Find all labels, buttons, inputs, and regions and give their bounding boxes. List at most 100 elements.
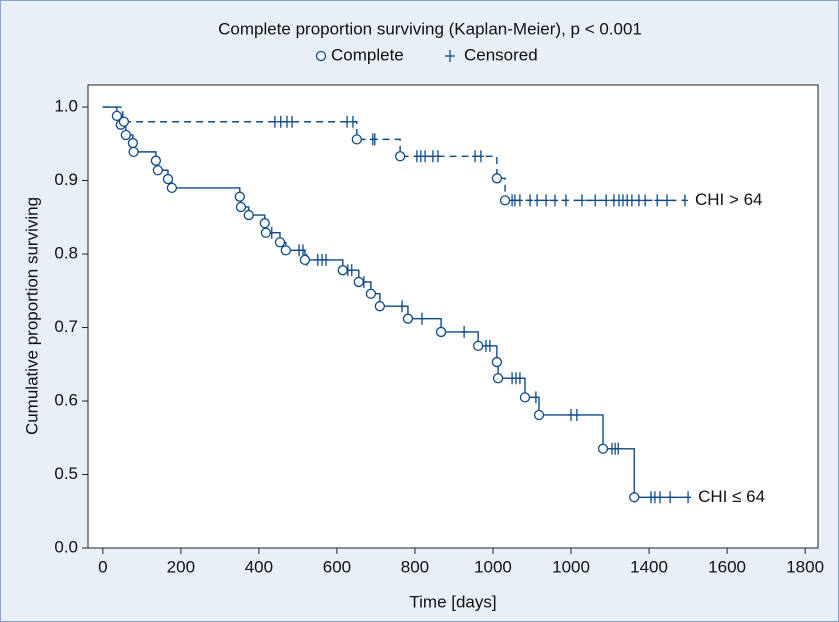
- censored-mark: [349, 115, 356, 128]
- censored-mark: [277, 115, 284, 128]
- censored-mark: [399, 300, 406, 313]
- censored-mark: [344, 115, 351, 128]
- complete-mark: [127, 137, 139, 149]
- complete-mark: [128, 146, 139, 158]
- y-axis-label: Cumulative proportion surviving: [22, 197, 41, 435]
- complete-mark: [259, 218, 270, 229]
- complete-mark: [280, 245, 291, 256]
- complete-mark: [394, 151, 406, 162]
- x-tick-label: 1000: [474, 557, 512, 576]
- complete-mark: [492, 373, 504, 384]
- complete-mark: [402, 313, 414, 324]
- complete-mark: [152, 165, 163, 176]
- censored-mark: [656, 491, 663, 504]
- censored-mark: [667, 491, 674, 504]
- y-tick-label: 0.5: [54, 464, 78, 483]
- censored-mark: [642, 194, 649, 207]
- plot-area: [87, 84, 819, 549]
- complete-mark: [374, 301, 385, 312]
- legend-symbol: [445, 50, 455, 62]
- complete-mark: [260, 227, 272, 238]
- censored-mark: [532, 391, 539, 404]
- x-tick-label: 800: [401, 557, 429, 576]
- censored-mark: [664, 194, 671, 207]
- complete-mark: [299, 254, 311, 266]
- complete-mark: [162, 173, 174, 185]
- censored-mark: [573, 408, 580, 421]
- curve-label: CHI ≤ 64: [698, 487, 765, 506]
- complete-mark: [118, 116, 130, 127]
- censored-mark: [434, 150, 441, 163]
- censored-mark: [578, 194, 585, 207]
- censored-mark: [511, 194, 518, 207]
- x-tick-label: 600: [323, 557, 351, 576]
- censored-mark: [527, 194, 534, 207]
- complete-mark: [235, 201, 247, 213]
- complete-mark: [365, 288, 377, 299]
- censored-mark: [543, 194, 550, 207]
- censored-mark: [422, 150, 429, 163]
- complete-mark: [491, 173, 503, 184]
- complete-mark: [629, 492, 640, 503]
- censored-mark: [271, 115, 278, 128]
- y-tick-label: 0.8: [54, 244, 78, 263]
- censored-mark: [628, 194, 635, 207]
- complete-mark: [491, 356, 503, 368]
- x-tick-label: 1400: [630, 557, 668, 576]
- x-tick-label: 0: [98, 557, 107, 576]
- censored-mark: [516, 194, 523, 207]
- complete-mark: [597, 443, 609, 454]
- censored-mark: [635, 194, 642, 207]
- survival-curve: [102, 106, 685, 202]
- legend-label: Complete: [331, 45, 404, 64]
- complete-mark: [243, 209, 254, 221]
- y-tick-label: 0.0: [54, 537, 78, 556]
- censored-mark: [289, 115, 296, 128]
- censored-mark: [568, 408, 575, 421]
- complete-mark: [533, 409, 545, 421]
- complete-mark: [120, 129, 131, 141]
- x-tick-label: 1000: [552, 557, 590, 576]
- censored-mark: [418, 312, 425, 325]
- censored-mark: [654, 194, 661, 207]
- x-tick-label: 1600: [708, 557, 746, 576]
- y-tick-label: 0.6: [54, 391, 78, 410]
- censored-mark: [603, 194, 610, 207]
- complete-mark: [337, 265, 348, 276]
- complete-mark: [234, 191, 245, 202]
- censored-mark: [283, 115, 290, 128]
- complete-mark: [473, 340, 484, 352]
- censored-mark: [552, 194, 559, 207]
- censored-mark: [685, 491, 692, 504]
- legend-symbol: [315, 50, 327, 62]
- complete-mark: [150, 155, 162, 166]
- censored-mark: [323, 253, 330, 266]
- censored-mark: [486, 339, 493, 352]
- censored-mark: [477, 150, 484, 163]
- y-tick-label: 0.7: [54, 317, 78, 336]
- complete-mark: [274, 237, 286, 248]
- complete-mark: [519, 392, 531, 403]
- complete-mark: [351, 134, 362, 145]
- complete-mark: [353, 276, 364, 288]
- censored-mark: [472, 150, 479, 163]
- x-tick-label: 200: [167, 557, 195, 576]
- censored-mark: [651, 491, 658, 504]
- censored-mark: [516, 372, 523, 385]
- censored-mark: [615, 442, 622, 455]
- censored-mark: [348, 264, 355, 277]
- censored-mark: [592, 194, 599, 207]
- censored-mark: [299, 244, 306, 257]
- y-tick-label: 0.9: [54, 170, 78, 189]
- complete-mark: [111, 110, 123, 122]
- censored-mark: [371, 133, 378, 146]
- censored-mark: [461, 325, 468, 338]
- complete-mark: [166, 182, 178, 194]
- censored-mark: [681, 194, 688, 207]
- censored-mark: [429, 150, 436, 163]
- x-tick-label: 400: [245, 557, 273, 576]
- complete-mark: [499, 195, 511, 206]
- x-tick-label: 1800: [786, 557, 824, 576]
- legend-label: Censored: [464, 45, 538, 64]
